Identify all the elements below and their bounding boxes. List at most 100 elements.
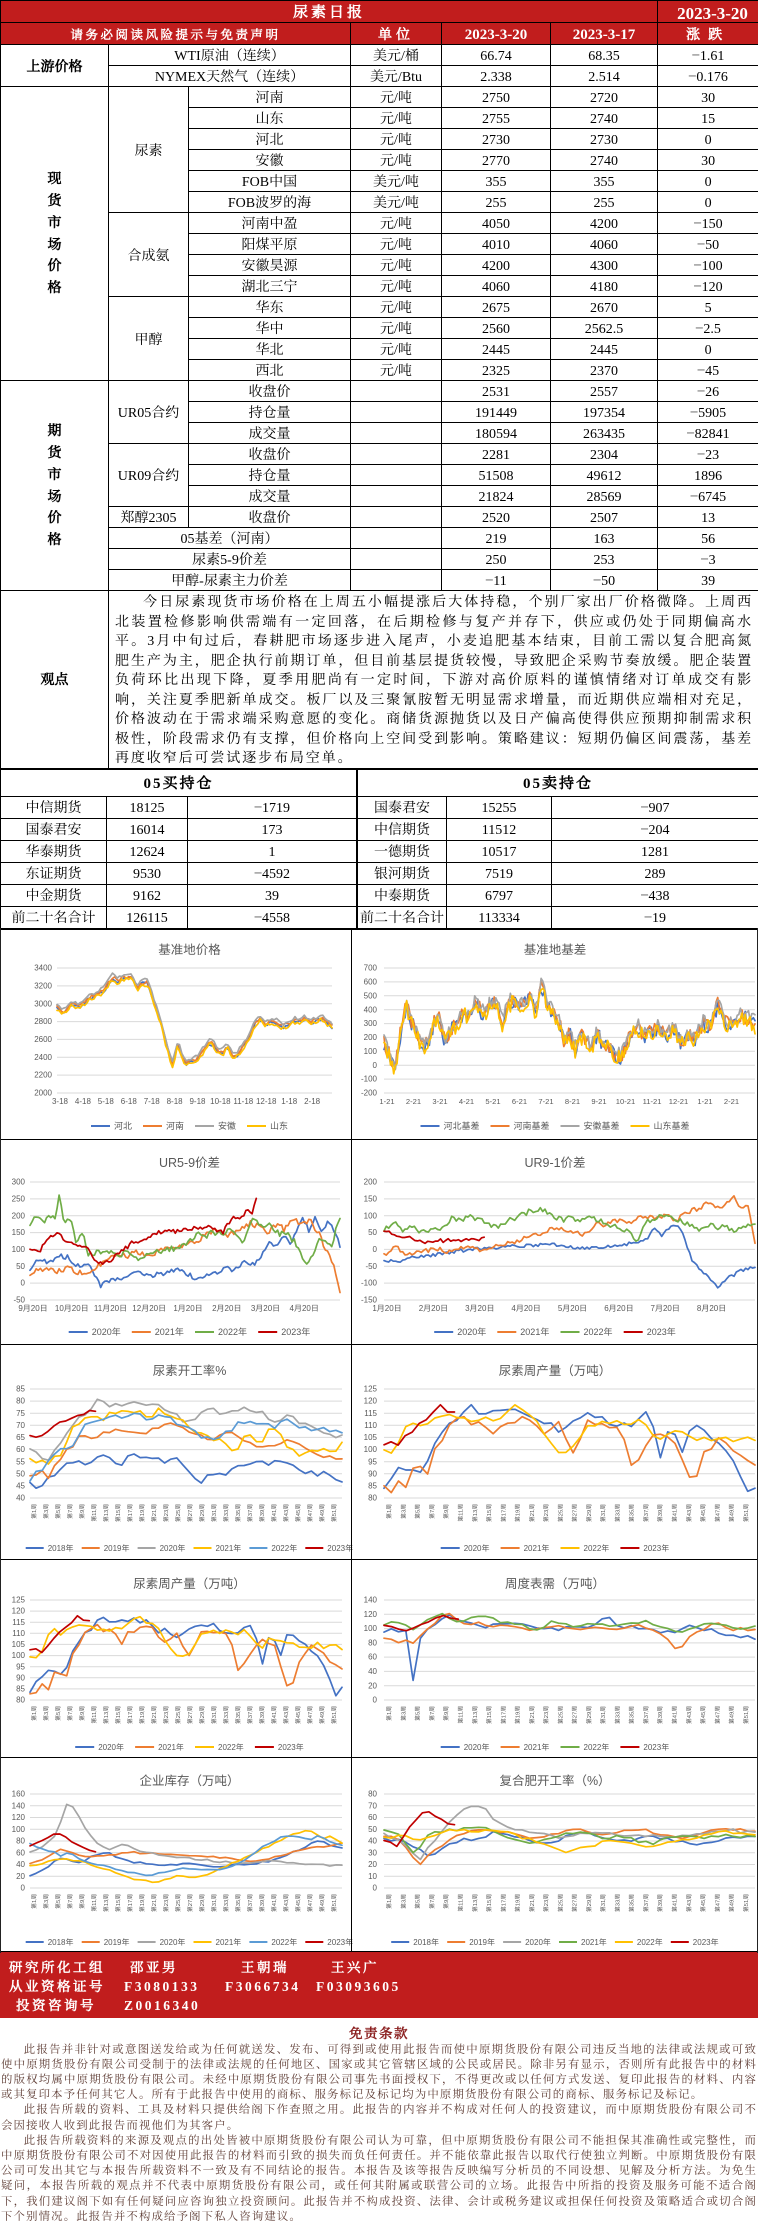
svg-text:第19周: 第19周	[137, 1705, 146, 1723]
svg-text:第7周: 第7周	[427, 1503, 436, 1518]
svg-text:尿素周产量（万吨）: 尿素周产量（万吨）	[499, 1360, 612, 1379]
svg-text:第41周: 第41周	[269, 1705, 278, 1723]
svg-text:300: 300	[364, 1019, 378, 1028]
svg-text:第17周: 第17周	[125, 1893, 134, 1911]
svg-text:第9周: 第9周	[77, 1503, 86, 1518]
svg-text:80: 80	[368, 1493, 377, 1502]
svg-text:2018年: 2018年	[48, 1543, 74, 1554]
svg-text:120: 120	[12, 1606, 26, 1615]
svg-text:2022年: 2022年	[584, 1325, 613, 1338]
svg-text:第49周: 第49周	[317, 1893, 326, 1911]
svg-text:尿素周产量（万吨）: 尿素周产量（万吨）	[133, 1573, 246, 1592]
svg-text:2020年: 2020年	[525, 1937, 551, 1948]
svg-text:第29周: 第29周	[197, 1705, 206, 1723]
svg-text:第15周: 第15周	[113, 1705, 122, 1723]
svg-text:105: 105	[364, 1433, 378, 1442]
svg-text:第7周: 第7周	[65, 1705, 74, 1720]
svg-text:第21周: 第21周	[149, 1893, 158, 1911]
svg-text:第1周: 第1周	[384, 1705, 393, 1720]
svg-text:2022年: 2022年	[584, 1543, 610, 1554]
svg-text:第11周: 第11周	[456, 1503, 465, 1521]
svg-text:8月20日: 8月20日	[697, 1303, 726, 1314]
svg-text:第39周: 第39周	[257, 1893, 266, 1911]
svg-text:600: 600	[364, 977, 378, 986]
svg-text:第9周: 第9周	[441, 1705, 450, 1720]
svg-text:第7周: 第7周	[427, 1705, 436, 1720]
svg-text:第15周: 第15周	[484, 1705, 493, 1723]
svg-text:7月20日: 7月20日	[651, 1303, 680, 1314]
svg-text:100: 100	[12, 1824, 26, 1833]
svg-text:10: 10	[368, 1871, 377, 1880]
svg-text:30: 30	[368, 1848, 377, 1857]
svg-text:第17周: 第17周	[125, 1503, 134, 1521]
svg-text:3200: 3200	[34, 981, 52, 990]
svg-text:第33周: 第33周	[612, 1893, 621, 1911]
svg-text:100: 100	[12, 1651, 26, 1660]
svg-text:100: 100	[364, 1624, 378, 1633]
svg-text:第15周: 第15周	[113, 1893, 122, 1911]
svg-text:第43周: 第43周	[684, 1705, 693, 1723]
svg-text:10-18: 10-18	[210, 1096, 231, 1107]
svg-text:2022年: 2022年	[218, 1742, 244, 1753]
svg-text:第35周: 第35周	[233, 1893, 242, 1911]
svg-text:第29周: 第29周	[584, 1503, 593, 1521]
svg-text:第45周: 第45周	[698, 1503, 707, 1521]
svg-text:第1周: 第1周	[29, 1503, 38, 1518]
svg-text:2800: 2800	[34, 1017, 52, 1026]
svg-text:第11周: 第11周	[89, 1893, 98, 1911]
svg-text:2023年: 2023年	[327, 1543, 353, 1554]
svg-text:85: 85	[16, 1384, 25, 1393]
svg-text:95: 95	[368, 1457, 377, 1466]
svg-text:-50: -50	[365, 1261, 377, 1270]
svg-text:第1周: 第1周	[384, 1893, 393, 1908]
svg-text:20: 20	[368, 1681, 377, 1690]
svg-text:2000: 2000	[34, 1088, 52, 1097]
svg-text:第39周: 第39周	[655, 1503, 664, 1521]
svg-text:80: 80	[16, 1836, 25, 1845]
svg-text:40: 40	[368, 1667, 377, 1676]
svg-text:9-21: 9-21	[591, 1096, 606, 1107]
svg-text:基准地基差: 基准地基差	[524, 939, 587, 958]
svg-text:第29周: 第29周	[197, 1503, 206, 1521]
svg-text:第47周: 第47周	[305, 1503, 314, 1521]
svg-text:2021年: 2021年	[158, 1742, 184, 1753]
svg-text:0: 0	[21, 1883, 26, 1892]
svg-text:第33周: 第33周	[221, 1503, 230, 1521]
svg-text:第45周: 第45周	[293, 1893, 302, 1911]
svg-text:100: 100	[364, 1211, 378, 1220]
svg-text:105: 105	[12, 1640, 26, 1649]
svg-text:50: 50	[368, 1824, 377, 1833]
svg-text:第1周: 第1周	[384, 1503, 393, 1518]
svg-text:第47周: 第47周	[305, 1705, 314, 1723]
svg-text:20: 20	[368, 1860, 377, 1869]
svg-text:安徽基差: 安徽基差	[584, 1119, 620, 1132]
svg-text:第33周: 第33周	[612, 1705, 621, 1723]
svg-text:160: 160	[12, 1789, 26, 1798]
svg-text:115: 115	[12, 1617, 25, 1626]
svg-text:12-18: 12-18	[256, 1096, 277, 1107]
svg-text:河南: 河南	[166, 1119, 184, 1132]
svg-text:第25周: 第25周	[173, 1705, 182, 1723]
svg-text:第25周: 第25周	[555, 1705, 564, 1723]
svg-text:140: 140	[364, 1595, 378, 1604]
svg-text:第11周: 第11周	[456, 1893, 465, 1911]
svg-text:20: 20	[16, 1871, 25, 1880]
svg-text:2022年: 2022年	[584, 1742, 610, 1753]
svg-text:40: 40	[16, 1493, 25, 1502]
svg-text:第47周: 第47周	[305, 1893, 314, 1911]
svg-text:90: 90	[368, 1469, 377, 1478]
svg-text:第9周: 第9周	[77, 1705, 86, 1720]
svg-text:第49周: 第49周	[727, 1503, 736, 1521]
svg-text:3000: 3000	[34, 999, 52, 1008]
svg-text:第15周: 第15周	[484, 1893, 493, 1911]
svg-text:第23周: 第23周	[161, 1705, 170, 1723]
svg-text:第29周: 第29周	[584, 1705, 593, 1723]
svg-text:第47周: 第47周	[712, 1503, 721, 1521]
svg-text:第25周: 第25周	[555, 1893, 564, 1911]
svg-text:第19周: 第19周	[137, 1503, 146, 1521]
svg-text:2023年: 2023年	[327, 1937, 353, 1948]
svg-text:-100: -100	[361, 1278, 378, 1287]
svg-text:河北基差: 河北基差	[444, 1119, 480, 1132]
svg-text:110: 110	[364, 1420, 377, 1429]
svg-text:企业库存（万吨）: 企业库存（万吨）	[139, 1770, 239, 1789]
